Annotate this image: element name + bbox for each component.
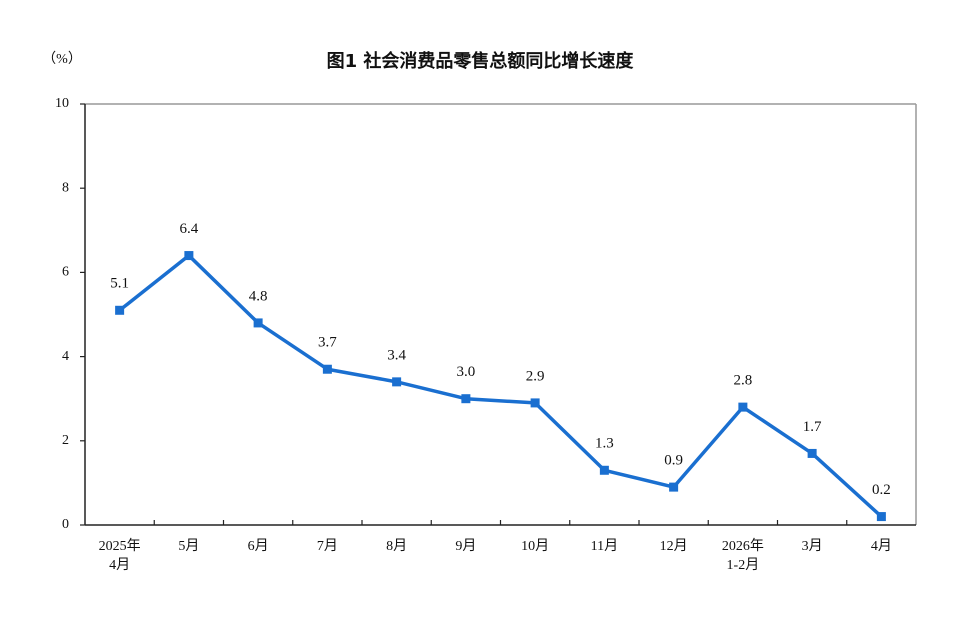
y-tick-label: 8 — [62, 180, 69, 195]
data-label: 5.1 — [110, 276, 129, 292]
x-tick-label: 6月 — [248, 538, 269, 554]
data-label: 4.8 — [249, 288, 268, 304]
data-label: 6.4 — [180, 221, 199, 237]
x-tick-label: 10月 — [521, 538, 549, 554]
x-tick-label: 5月 — [178, 538, 199, 554]
data-marker — [738, 402, 748, 412]
data-marker — [461, 394, 471, 404]
x-tick-label: 4月 — [871, 538, 892, 554]
data-label: 1.3 — [595, 436, 614, 452]
data-label: 1.7 — [803, 419, 822, 435]
x-tick-label: 2025年 — [99, 538, 141, 554]
data-label: 2.9 — [526, 368, 545, 384]
data-marker — [599, 465, 609, 475]
data-marker — [669, 482, 679, 492]
data-label: 3.4 — [387, 347, 406, 363]
x-tick-label: 12月 — [660, 538, 688, 554]
chart-title: 图1 社会消费品零售总额同比增长速度 — [327, 50, 635, 72]
data-marker — [253, 318, 263, 328]
x-tick-label: 7月 — [317, 538, 338, 554]
data-marker — [115, 305, 125, 315]
x-tick-label: 11月 — [591, 538, 618, 554]
data-label: 0.2 — [872, 482, 891, 498]
x-tick-label: 1-2月 — [727, 557, 760, 573]
data-marker — [876, 512, 886, 522]
data-marker — [392, 377, 402, 387]
y-tick-label: 2 — [62, 433, 69, 448]
data-marker — [184, 251, 194, 261]
y-tick-label: 10 — [55, 96, 69, 111]
data-label: 3.7 — [318, 335, 337, 351]
y-axis-label: （%） — [42, 51, 82, 67]
data-marker — [322, 364, 332, 374]
data-marker — [807, 448, 817, 458]
data-label: 2.8 — [734, 373, 753, 389]
x-tick-label: 4月 — [109, 557, 130, 573]
y-tick-label: 0 — [62, 517, 69, 532]
x-tick-label: 2026年 — [722, 538, 764, 554]
data-label: 0.9 — [664, 453, 683, 469]
x-tick-label: 3月 — [802, 538, 823, 554]
x-tick-label: 8月 — [386, 538, 407, 554]
data-line — [118, 253, 883, 518]
x-tick-label: 9月 — [455, 538, 476, 554]
y-tick-label: 6 — [62, 265, 69, 280]
y-tick-label: 4 — [62, 349, 69, 364]
data-label: 3.0 — [457, 364, 476, 380]
data-marker — [530, 398, 540, 408]
